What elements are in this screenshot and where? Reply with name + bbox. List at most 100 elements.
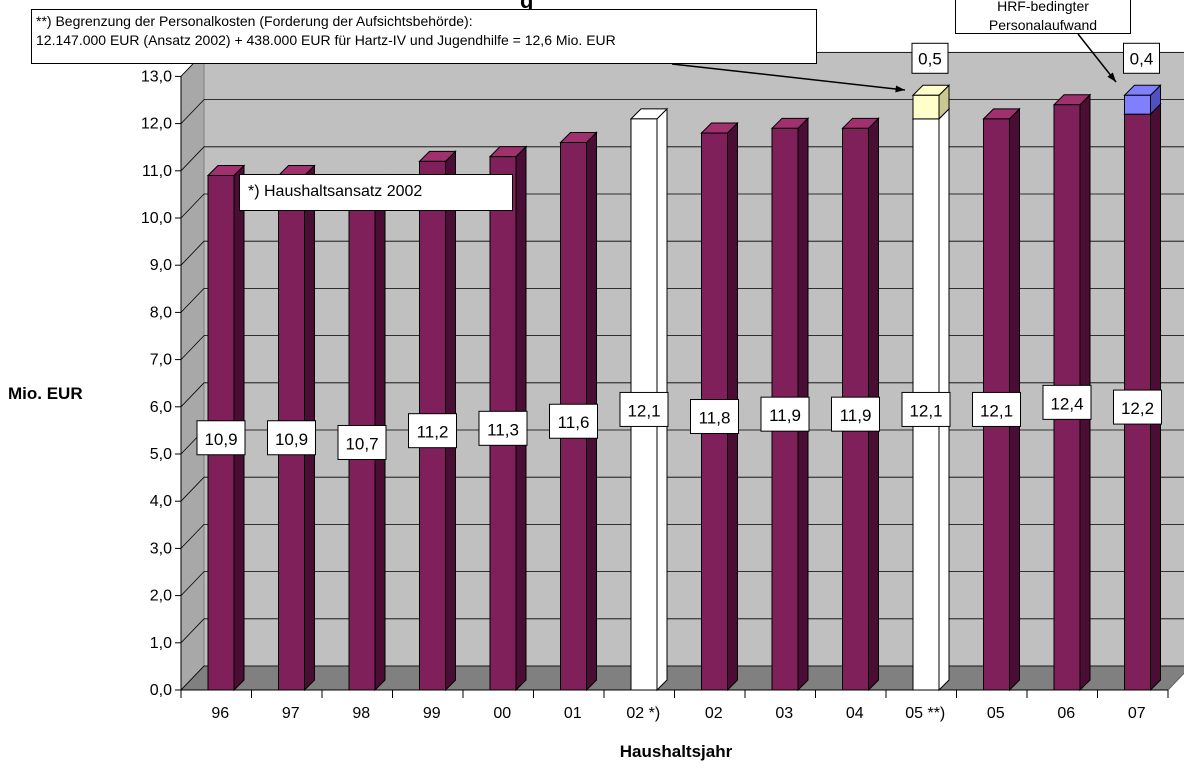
y-tick-label: 1,0 (150, 635, 172, 652)
bar-extra-front (1124, 94, 1151, 115)
value-label: 11,9 (831, 396, 880, 432)
x-tick-label: 03 (775, 705, 793, 722)
hartz-cost-note: HRF-bedingter Personalaufwand (955, 0, 1131, 34)
arrow-personal-note-head (895, 85, 905, 93)
value-label-box (478, 410, 528, 446)
bar (206, 164, 246, 692)
x-axis-title: Haushaltsjahr (619, 742, 733, 761)
x-tick-label: 97 (282, 705, 300, 722)
arrow-hartz-note-head (1107, 72, 1116, 82)
x-tick-label: 02 *) (626, 705, 660, 722)
x-tick-label: 99 (423, 705, 441, 722)
y-tick-label: 7,0 (150, 352, 172, 369)
value-label-text: 10,9 (275, 430, 308, 449)
value-label-box (831, 396, 880, 432)
x-axis-title-wrap: Haushaltsjahr (0, 742, 1184, 762)
budget-2002-note: *) Haushaltsansatz 2002 (239, 174, 513, 211)
y-tick-label: 6,0 (150, 399, 172, 416)
x-tick-label: 00 (493, 705, 511, 722)
y-tick-label: 0,0 (150, 682, 172, 699)
y-tick-label: 3,0 (150, 540, 172, 557)
axes: 0,0 1,0 2,0 3,0 4,0 5,0 6,0 7,0 8,0 9,0 10,0 11,0 12… (141, 68, 1169, 722)
gridline (180, 99, 1184, 124)
y-tick-label: 4,0 (150, 493, 172, 510)
personal-cost-note-line2: 12.147.000 EUR (Ansatz 2002) + 438.000 E… (36, 32, 616, 48)
value-label-text: 12,1 (980, 401, 1013, 420)
floor (179, 665, 1184, 691)
extra-value-box (1123, 42, 1160, 74)
value-label: 10,9 (267, 420, 316, 456)
value-label-box (690, 399, 739, 435)
value-label-box (1042, 384, 1092, 420)
hartz-cost-note-line2: Personalaufwand (988, 17, 1098, 33)
value-label-text: 12,1 (909, 401, 942, 420)
y-tick-label: 2,0 (150, 588, 172, 605)
x-tick-label: 05 (987, 705, 1005, 722)
y-tick-label: 12,0 (141, 116, 172, 133)
value-label: 11,6 (549, 403, 598, 439)
extra-value-box (911, 42, 949, 74)
y-tick-label: 13,0 (141, 68, 172, 85)
extra-value-text: 0,4 (1130, 49, 1154, 68)
value-label-text: 10,9 (204, 430, 237, 449)
value-label-text: 11,2 (417, 423, 449, 442)
value-label: 11,9 (760, 396, 810, 432)
value-label: 12,1 (972, 391, 1021, 427)
value-label-text: 11,9 (769, 406, 801, 425)
chart-back-wall (179, 51, 1184, 692)
value-label-box (972, 391, 1021, 427)
value-label-box (337, 424, 387, 460)
x-tick-label: 02 (705, 705, 723, 722)
x-tick-label: 04 (846, 705, 864, 722)
value-label: 10,9 (196, 420, 246, 456)
y-tick-label: 9,0 (150, 257, 172, 274)
value-label: 10,7 (337, 424, 387, 460)
value-label-box (901, 391, 951, 427)
x-tick-label: 07 (1128, 705, 1146, 722)
value-label: 12,2 (1113, 389, 1162, 425)
value-label-text: 12,4 (1050, 394, 1083, 413)
value-label-box (196, 420, 246, 456)
arrow-hartz-note (1077, 33, 1117, 83)
value-label-text: 10,7 (345, 434, 378, 453)
y-tick-label: 5,0 (150, 446, 172, 463)
data-labels: 10,9 10,9 10,7 11,2 11,3 11,6 12,1 11,8 11,9 11,9… (196, 42, 1162, 460)
value-label: 11,2 (408, 413, 457, 449)
value-label-box (408, 413, 457, 449)
hartz-cost-note-line1: HRF-bedingter (997, 0, 1089, 14)
value-label: 12,1 (619, 391, 669, 427)
personal-cost-note: **) Begrenzung der Personalkosten (Forde… (31, 9, 817, 64)
annotation-arrows (671, 33, 1117, 93)
y-tick-label: 11,0 (142, 163, 172, 180)
x-tick-label: 06 (1057, 705, 1075, 722)
personal-cost-note-line1: **) Begrenzung der Personalkosten (Forde… (36, 13, 473, 29)
value-label-text: 11,3 (487, 420, 519, 439)
value-label: 12,4 (1042, 384, 1092, 420)
bar (1123, 84, 1162, 692)
value-label-text: 11,9 (840, 406, 872, 425)
y-tick-label: 10,0 (141, 210, 172, 227)
bar-extra-front (912, 94, 940, 120)
value-label: 12,1 (901, 391, 951, 427)
value-label: 11,3 (478, 410, 528, 446)
x-tick-label: 05 **) (905, 705, 945, 722)
extra-value-label: 0,5 (911, 42, 949, 74)
value-label-text: 11,6 (558, 413, 590, 432)
value-label: 11,8 (690, 399, 739, 435)
x-tick-label: 01 (564, 705, 582, 722)
y-tick-label: 8,0 (150, 304, 172, 321)
value-label-box (549, 403, 598, 439)
y-axis-title: Mio. EUR (8, 384, 83, 403)
value-label-text: 11,8 (699, 409, 731, 428)
extra-value-label: 0,4 (1123, 42, 1160, 74)
value-label-text: 12,2 (1121, 399, 1154, 418)
extra-value-text: 0,5 (918, 49, 942, 68)
value-label-text: 12,1 (627, 401, 660, 420)
value-label-box (1113, 389, 1162, 425)
value-label-box (267, 420, 316, 456)
value-label-box (619, 391, 669, 427)
x-tick-label: 96 (211, 705, 229, 722)
arrow-personal-note (671, 63, 906, 91)
x-tick-label: 98 (352, 705, 370, 722)
